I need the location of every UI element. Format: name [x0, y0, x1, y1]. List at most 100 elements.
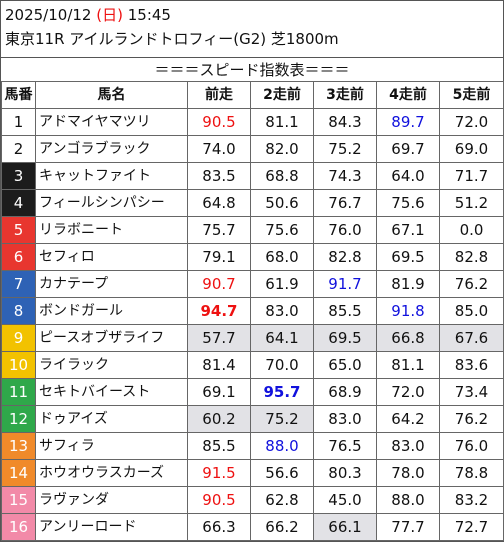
speed-index-cell: 91.8 [376, 297, 440, 325]
speed-index-cell: 85.5 [313, 297, 377, 325]
speed-index-cell: 69.0 [439, 135, 504, 163]
speed-index-cell: 75.6 [250, 216, 314, 244]
table-row: 14 ホウオウラスカーズ 91.5 56.6 80.3 78.0 78.8 [1, 459, 504, 487]
horse-number: 13 [1, 432, 36, 460]
speed-index-cell: 91.5 [187, 459, 251, 487]
speed-index-cell: 73.4 [439, 378, 504, 406]
speed-index-cell: 75.6 [376, 189, 440, 217]
speed-index-cell: 76.0 [313, 216, 377, 244]
speed-index-cell: 80.3 [313, 459, 377, 487]
horse-number: 5 [1, 216, 36, 244]
horse-number: 15 [1, 486, 36, 514]
col-header-5back: 5走前 [439, 81, 504, 109]
horse-name: ドゥアイズ [35, 405, 188, 433]
horse-number: 9 [1, 324, 36, 352]
speed-index-cell: 82.0 [250, 135, 314, 163]
speed-index-cell: 72.0 [439, 108, 504, 136]
speed-index-cell: 66.8 [376, 324, 440, 352]
speed-index-cell: 81.1 [250, 108, 314, 136]
horse-number: 7 [1, 270, 36, 298]
table-row: 11 セキトバイースト 69.1 95.7 68.9 72.0 73.4 [1, 378, 504, 406]
table-row: 4 フィールシンパシー 64.8 50.6 76.7 75.6 51.2 [1, 189, 504, 217]
horse-number: 4 [1, 189, 36, 217]
speed-index-cell: 90.5 [187, 108, 251, 136]
horse-name: アンリーロード [35, 513, 188, 541]
speed-index-cell: 72.7 [439, 513, 504, 541]
col-header-last: 前走 [187, 81, 251, 109]
speed-index-cell: 75.7 [187, 216, 251, 244]
speed-index-cell: 66.1 [313, 513, 377, 541]
horse-name: カナテープ [35, 270, 188, 298]
horse-number: 16 [1, 513, 36, 541]
horse-name: ピースオブザライフ [35, 324, 188, 352]
horse-number: 11 [1, 378, 36, 406]
speed-index-cell: 82.8 [313, 243, 377, 271]
speed-index-cell: 69.5 [313, 324, 377, 352]
speed-index-cell: 90.5 [187, 486, 251, 514]
speed-index-cell: 71.7 [439, 162, 504, 190]
speed-index-cell: 66.2 [250, 513, 314, 541]
speed-index-cell: 69.5 [376, 243, 440, 271]
col-header-name: 馬名 [35, 81, 188, 109]
speed-index-cell: 64.0 [376, 162, 440, 190]
speed-index-cell: 88.0 [376, 486, 440, 514]
speed-index-cell: 74.0 [187, 135, 251, 163]
speed-index-cell: 70.0 [250, 351, 314, 379]
horse-number: 14 [1, 459, 36, 487]
speed-index-cell: 60.2 [187, 405, 251, 433]
speed-index-cell: 51.2 [439, 189, 504, 217]
speed-index-cell: 64.2 [376, 405, 440, 433]
speed-index-cell: 69.7 [376, 135, 440, 163]
horse-name: ボンドガール [35, 297, 188, 325]
speed-index-cell: 77.7 [376, 513, 440, 541]
speed-index-cell: 91.7 [313, 270, 377, 298]
col-header-3back: 3走前 [313, 81, 377, 109]
speed-index-cell: 67.6 [439, 324, 504, 352]
speed-index-cell: 81.9 [376, 270, 440, 298]
table-banner: ＝＝＝スピード指数表＝＝＝ [1, 57, 503, 82]
table-row: 12 ドゥアイズ 60.2 75.2 83.0 64.2 76.2 [1, 405, 504, 433]
table-row: 3 キャットファイト 83.5 68.8 74.3 64.0 71.7 [1, 162, 504, 190]
speed-index-cell: 76.2 [439, 270, 504, 298]
horse-name: キャットファイト [35, 162, 188, 190]
speed-index-cell: 81.1 [376, 351, 440, 379]
race-datetime: 2025/10/12 (日) 15:45 [5, 5, 171, 25]
speed-index-cell: 0.0 [439, 216, 504, 244]
speed-index-cell: 83.2 [439, 486, 504, 514]
speed-index-cell: 66.3 [187, 513, 251, 541]
horse-name: フィールシンパシー [35, 189, 188, 217]
horse-name: ホウオウラスカーズ [35, 459, 188, 487]
speed-index-cell: 75.2 [313, 135, 377, 163]
speed-index-cell: 57.7 [187, 324, 251, 352]
speed-index-cell: 75.2 [250, 405, 314, 433]
speed-index-cell: 83.5 [187, 162, 251, 190]
horse-name: ライラック [35, 351, 188, 379]
speed-index-cell: 79.1 [187, 243, 251, 271]
speed-index-cell: 69.1 [187, 378, 251, 406]
race-weekday: (日) [96, 6, 123, 24]
speed-index-table: 馬番 馬名 前走 2走前 3走前 4走前 5走前 1 アドマイヤマツリ 90.5 81… [1, 81, 504, 541]
speed-index-cell: 72.0 [376, 378, 440, 406]
horse-name: アンゴラブラック [35, 135, 188, 163]
horse-name: リラボニート [35, 216, 188, 244]
speed-index-cell: 76.7 [313, 189, 377, 217]
speed-index-cell: 83.0 [313, 405, 377, 433]
speed-index-cell: 95.7 [250, 378, 314, 406]
horse-number: 1 [1, 108, 36, 136]
speed-index-cell: 85.5 [187, 432, 251, 460]
table-row: 13 サフィラ 85.5 88.0 76.5 83.0 76.0 [1, 432, 504, 460]
table-row: 7 カナテープ 90.7 61.9 91.7 81.9 76.2 [1, 270, 504, 298]
speed-index-cell: 50.6 [250, 189, 314, 217]
speed-index-cell: 83.0 [250, 297, 314, 325]
horse-name: セキトバイースト [35, 378, 188, 406]
table-row: 10 ライラック 81.4 70.0 65.0 81.1 83.6 [1, 351, 504, 379]
horse-number: 12 [1, 405, 36, 433]
speed-index-cell: 83.0 [376, 432, 440, 460]
horse-number: 8 [1, 297, 36, 325]
speed-index-cell: 81.4 [187, 351, 251, 379]
horse-name: サフィラ [35, 432, 188, 460]
speed-index-cell: 64.1 [250, 324, 314, 352]
speed-index-cell: 74.3 [313, 162, 377, 190]
speed-index-cell: 78.0 [376, 459, 440, 487]
speed-index-cell: 45.0 [313, 486, 377, 514]
